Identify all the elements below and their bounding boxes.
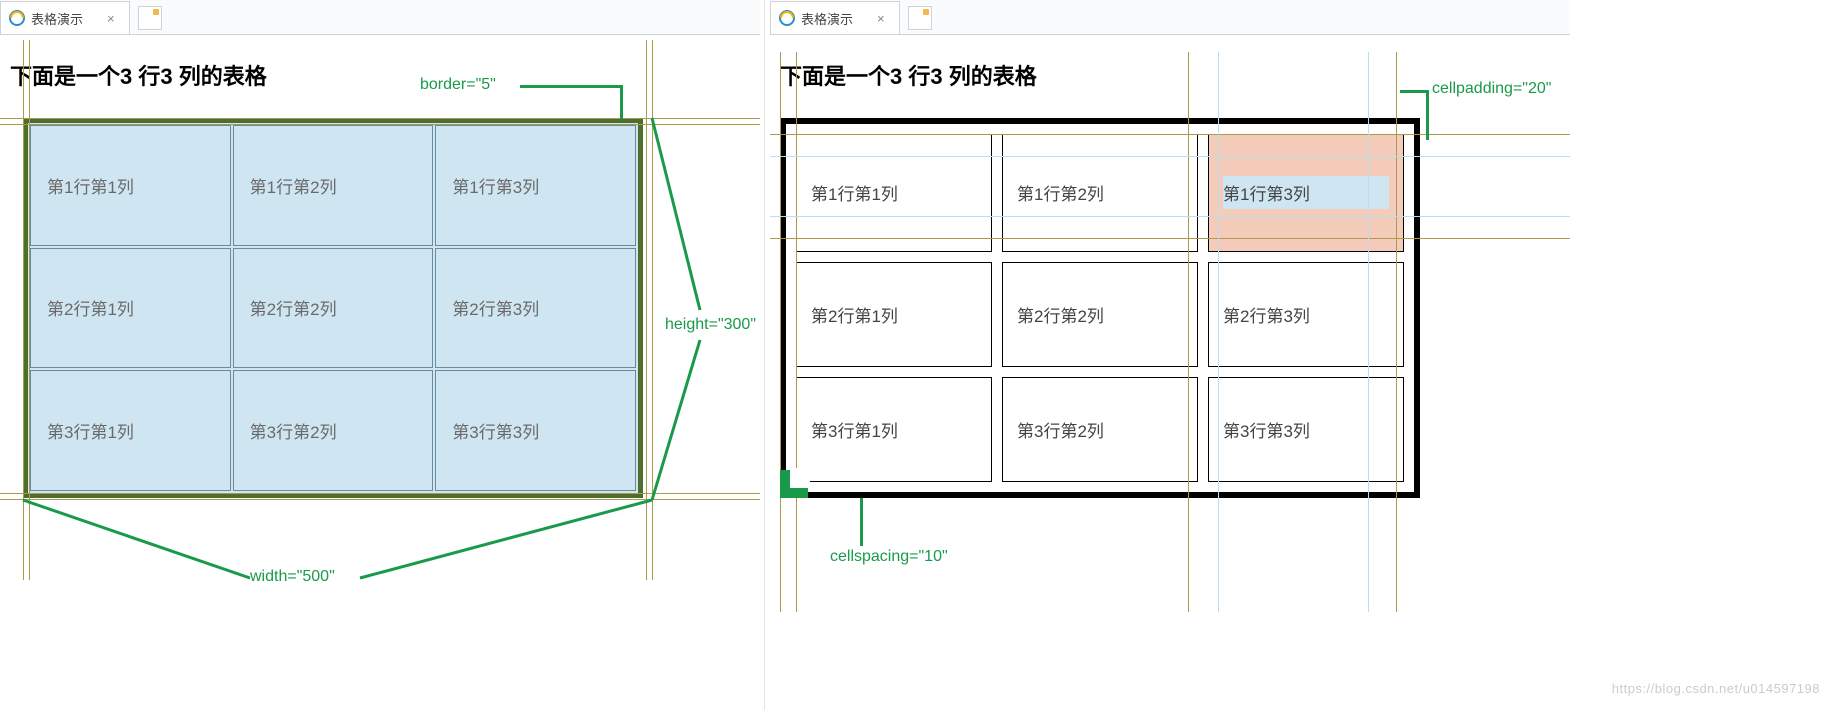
ruler-pad-top: [770, 156, 1570, 157]
tab-bar: 表格演示 ×: [770, 0, 1570, 35]
table-cell: 第3行第3列: [1208, 377, 1404, 482]
ruler-pad-left: [1218, 52, 1219, 612]
table-row: 第2行第1列 第2行第2列 第2行第3列: [30, 248, 636, 369]
ruler-right-inner: [646, 40, 647, 580]
new-tab-button[interactable]: [908, 6, 932, 30]
ruler-pad-right: [1368, 52, 1369, 612]
tab-title: 表格演示: [31, 9, 83, 28]
table-cell: 第3行第2列: [1002, 377, 1198, 482]
watermark: https://blog.csdn.net/u014597198: [1612, 681, 1820, 696]
table-a-wrap: 第1行第1列 第1行第2列 第1行第3列 第2行第1列 第2行第2列 第2行第3…: [23, 118, 643, 498]
table-row: 第1行第1列 第1行第2列 第1行第3列: [30, 125, 636, 246]
table-cell: 第1行第1列: [796, 134, 992, 252]
ruler-cell3-right: [1396, 52, 1397, 612]
tab-close[interactable]: ×: [877, 11, 885, 26]
demo-table-b: 第1行第1列 第1行第2列 第1行第3列 第2行第1列 第2行第2列 第2行第3…: [780, 118, 1420, 498]
highlighted-cell-inner: 第1行第3列: [1223, 176, 1389, 209]
table-cell: 第2行第1列: [796, 262, 992, 367]
table-cell: 第1行第2列: [1002, 134, 1198, 252]
anno-cellpadding: cellpadding="20": [1432, 80, 1551, 98]
browser-tab[interactable]: 表格演示 ×: [0, 1, 130, 34]
ruler-left: [23, 40, 24, 580]
table-cell: 第2行第2列: [1002, 262, 1198, 367]
cellpadding-leader-v: [1426, 90, 1429, 140]
table-row: 第3行第1列 第3行第2列 第3行第3列: [30, 370, 636, 491]
ie-icon: [779, 10, 795, 26]
table-row: 第3行第1列 第3行第2列 第3行第3列: [796, 377, 1404, 482]
browser-tab[interactable]: 表格演示 ×: [770, 1, 900, 34]
tab-close[interactable]: ×: [107, 11, 115, 26]
table-cell: 第1行第1列: [30, 125, 231, 246]
cellpadding-leader-h: [1400, 90, 1426, 93]
table-cell: 第2行第2列: [233, 248, 434, 369]
ruler-cell2-left: [1188, 52, 1189, 612]
anno-width: width="500": [250, 568, 335, 586]
table-cell: 第1行第2列: [233, 125, 434, 246]
ie-icon: [9, 10, 25, 26]
table-cell: 第1行第3列: [435, 125, 636, 246]
ruler-right: [652, 40, 653, 580]
table-cell: 第3行第1列: [796, 377, 992, 482]
tab-bar: 表格演示 ×: [0, 0, 760, 35]
table-cell: 第3行第1列: [30, 370, 231, 491]
ruler-spacing-top1: [770, 134, 1570, 135]
table-cell: 第3行第2列: [233, 370, 434, 491]
cellspacing-marker: [780, 470, 808, 498]
diagram-canvas: 表格演示 × 下面是一个3 行3 列的表格 第1行第1列 第1行第2列 第1行第…: [0, 0, 1840, 710]
left-panel: 表格演示 × 下面是一个3 行3 列的表格 第1行第1列 第1行第2列 第1行第…: [0, 0, 760, 710]
table-cell: 第2行第3列: [435, 248, 636, 369]
table-cell: 第2行第3列: [1208, 262, 1404, 367]
table-row: 第1行第1列 第1行第2列 第1行第3列: [796, 134, 1404, 252]
new-tab-button[interactable]: [138, 6, 162, 30]
table-row: 第2行第1列 第2行第2列 第2行第3列: [796, 262, 1404, 367]
anno-border: border="5": [420, 76, 496, 94]
highlighted-cell: 第1行第3列: [1208, 134, 1404, 252]
border-leader: [520, 85, 620, 88]
ruler-spacing-left: [796, 52, 797, 612]
table-b-wrap: 第1行第1列 第1行第2列 第1行第3列 第2行第1列 第2行第2列 第2行第3…: [780, 118, 1420, 498]
tab-title: 表格演示: [801, 9, 853, 28]
table-cell: 第3行第3列: [435, 370, 636, 491]
ruler-pad-bottom: [770, 216, 1570, 217]
ruler-outer-left: [780, 52, 781, 612]
border-leader-v: [620, 85, 623, 119]
page-heading: 下面是一个3 行3 列的表格: [10, 59, 760, 91]
anno-cellspacing: cellspacing="10": [830, 548, 948, 566]
anno-height: height="300": [665, 316, 756, 334]
demo-table-a: 第1行第1列 第1行第2列 第1行第3列 第2行第1列 第2行第2列 第2行第3…: [23, 118, 643, 498]
cellspacing-leader: [860, 498, 863, 546]
cellspacing-marker-inner: [790, 468, 810, 488]
panel-separator: [764, 0, 765, 710]
table-cell: 第2行第1列: [30, 248, 231, 369]
ruler-spacing-bot1: [770, 238, 1570, 239]
right-panel: 表格演示 × 下面是一个3 行3 列的表格 第1行第1列 第1行第2列 第1行第…: [770, 0, 1570, 710]
ruler-left-inner: [29, 40, 30, 580]
